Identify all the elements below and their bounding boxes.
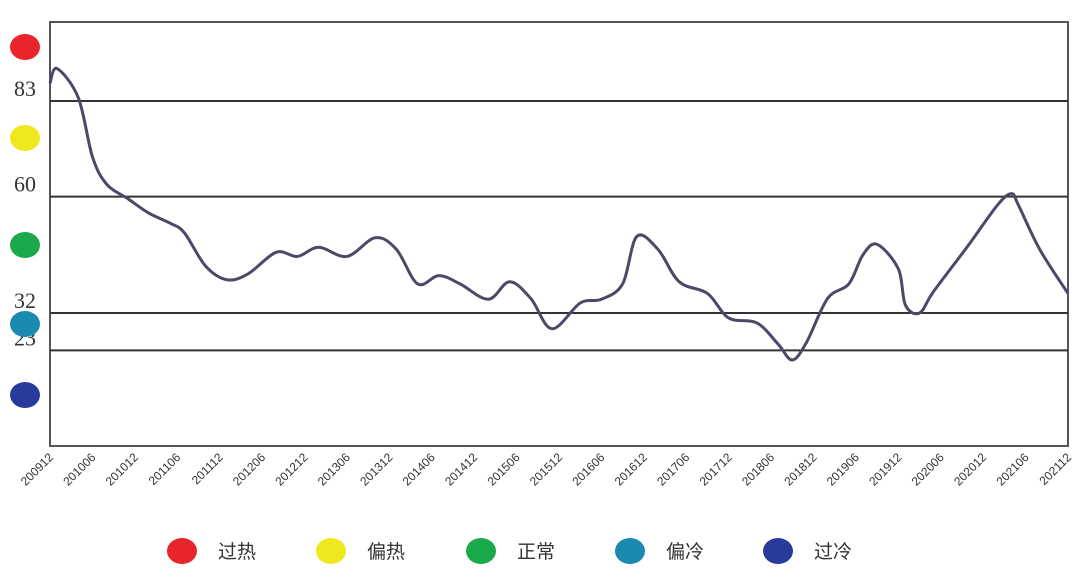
- x-tick-label: 201206: [230, 450, 268, 488]
- legend-swatch: [763, 538, 793, 564]
- x-tick-label: 201812: [781, 450, 819, 488]
- x-tick-label: 201706: [654, 450, 692, 488]
- x-tick-label: 202106: [993, 450, 1031, 488]
- legend-item: 正常: [466, 538, 555, 564]
- x-tick-label: 200912: [18, 450, 56, 488]
- x-tick-label: 202112: [1037, 450, 1075, 488]
- x-tick-label: 201312: [357, 450, 395, 488]
- x-tick-label: 201512: [527, 450, 565, 488]
- legend-label: 过热: [218, 541, 256, 563]
- x-tick-label: 201212: [272, 450, 310, 488]
- level-dot: [10, 232, 40, 258]
- x-tick-label: 201806: [739, 450, 777, 488]
- y-tick-label: 32: [14, 288, 36, 313]
- y-tick-label: 60: [14, 172, 36, 197]
- x-tick-label: 201712: [697, 450, 735, 488]
- legend-item: 偏热: [316, 538, 405, 564]
- x-tick-label: 201012: [103, 450, 141, 488]
- x-tick-label: 202012: [951, 450, 989, 488]
- legend-item: 偏冷: [615, 538, 704, 564]
- x-tick-label: 201506: [484, 450, 522, 488]
- x-tick-label: 201906: [824, 450, 862, 488]
- series-line: [48, 66, 1070, 362]
- legend-item: 过冷: [763, 538, 852, 564]
- legend-swatch: [466, 538, 496, 564]
- level-dot: [10, 382, 40, 408]
- level-dot: [10, 34, 40, 60]
- plot-frame: [49, 21, 1069, 447]
- x-tick-label: 201406: [400, 450, 438, 488]
- legend-label: 偏热: [367, 541, 405, 563]
- legend-swatch: [316, 538, 346, 564]
- legend-label: 正常: [517, 541, 555, 563]
- legend-swatch: [167, 538, 197, 564]
- x-tick-label: 201112: [189, 450, 226, 487]
- x-tick-label: 201606: [569, 450, 607, 488]
- x-tick-label: 201306: [315, 450, 353, 488]
- legend-swatch: [615, 538, 645, 564]
- level-dot: [10, 125, 40, 151]
- x-tick-label: 201912: [866, 450, 904, 488]
- legend-item: 过热: [167, 538, 256, 564]
- x-tick-label: 201106: [146, 450, 184, 488]
- x-tick-label: 201612: [612, 450, 650, 488]
- x-tick-label: 201006: [60, 450, 98, 488]
- x-tick-label: 202006: [909, 450, 947, 488]
- legend-label: 偏冷: [666, 541, 704, 563]
- legend-label: 过冷: [814, 541, 852, 563]
- y-tick-label: 83: [14, 76, 36, 101]
- x-tick-label: 201412: [442, 450, 480, 488]
- level-dot: [10, 311, 40, 337]
